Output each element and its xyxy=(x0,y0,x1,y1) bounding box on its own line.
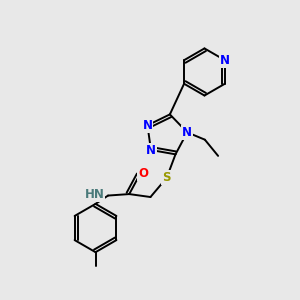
Text: N: N xyxy=(220,54,230,67)
Text: O: O xyxy=(138,167,148,180)
Text: N: N xyxy=(182,126,192,139)
Text: HN: HN xyxy=(85,188,104,201)
Text: N: N xyxy=(146,143,156,157)
Text: S: S xyxy=(162,171,171,184)
Text: N: N xyxy=(142,119,152,132)
